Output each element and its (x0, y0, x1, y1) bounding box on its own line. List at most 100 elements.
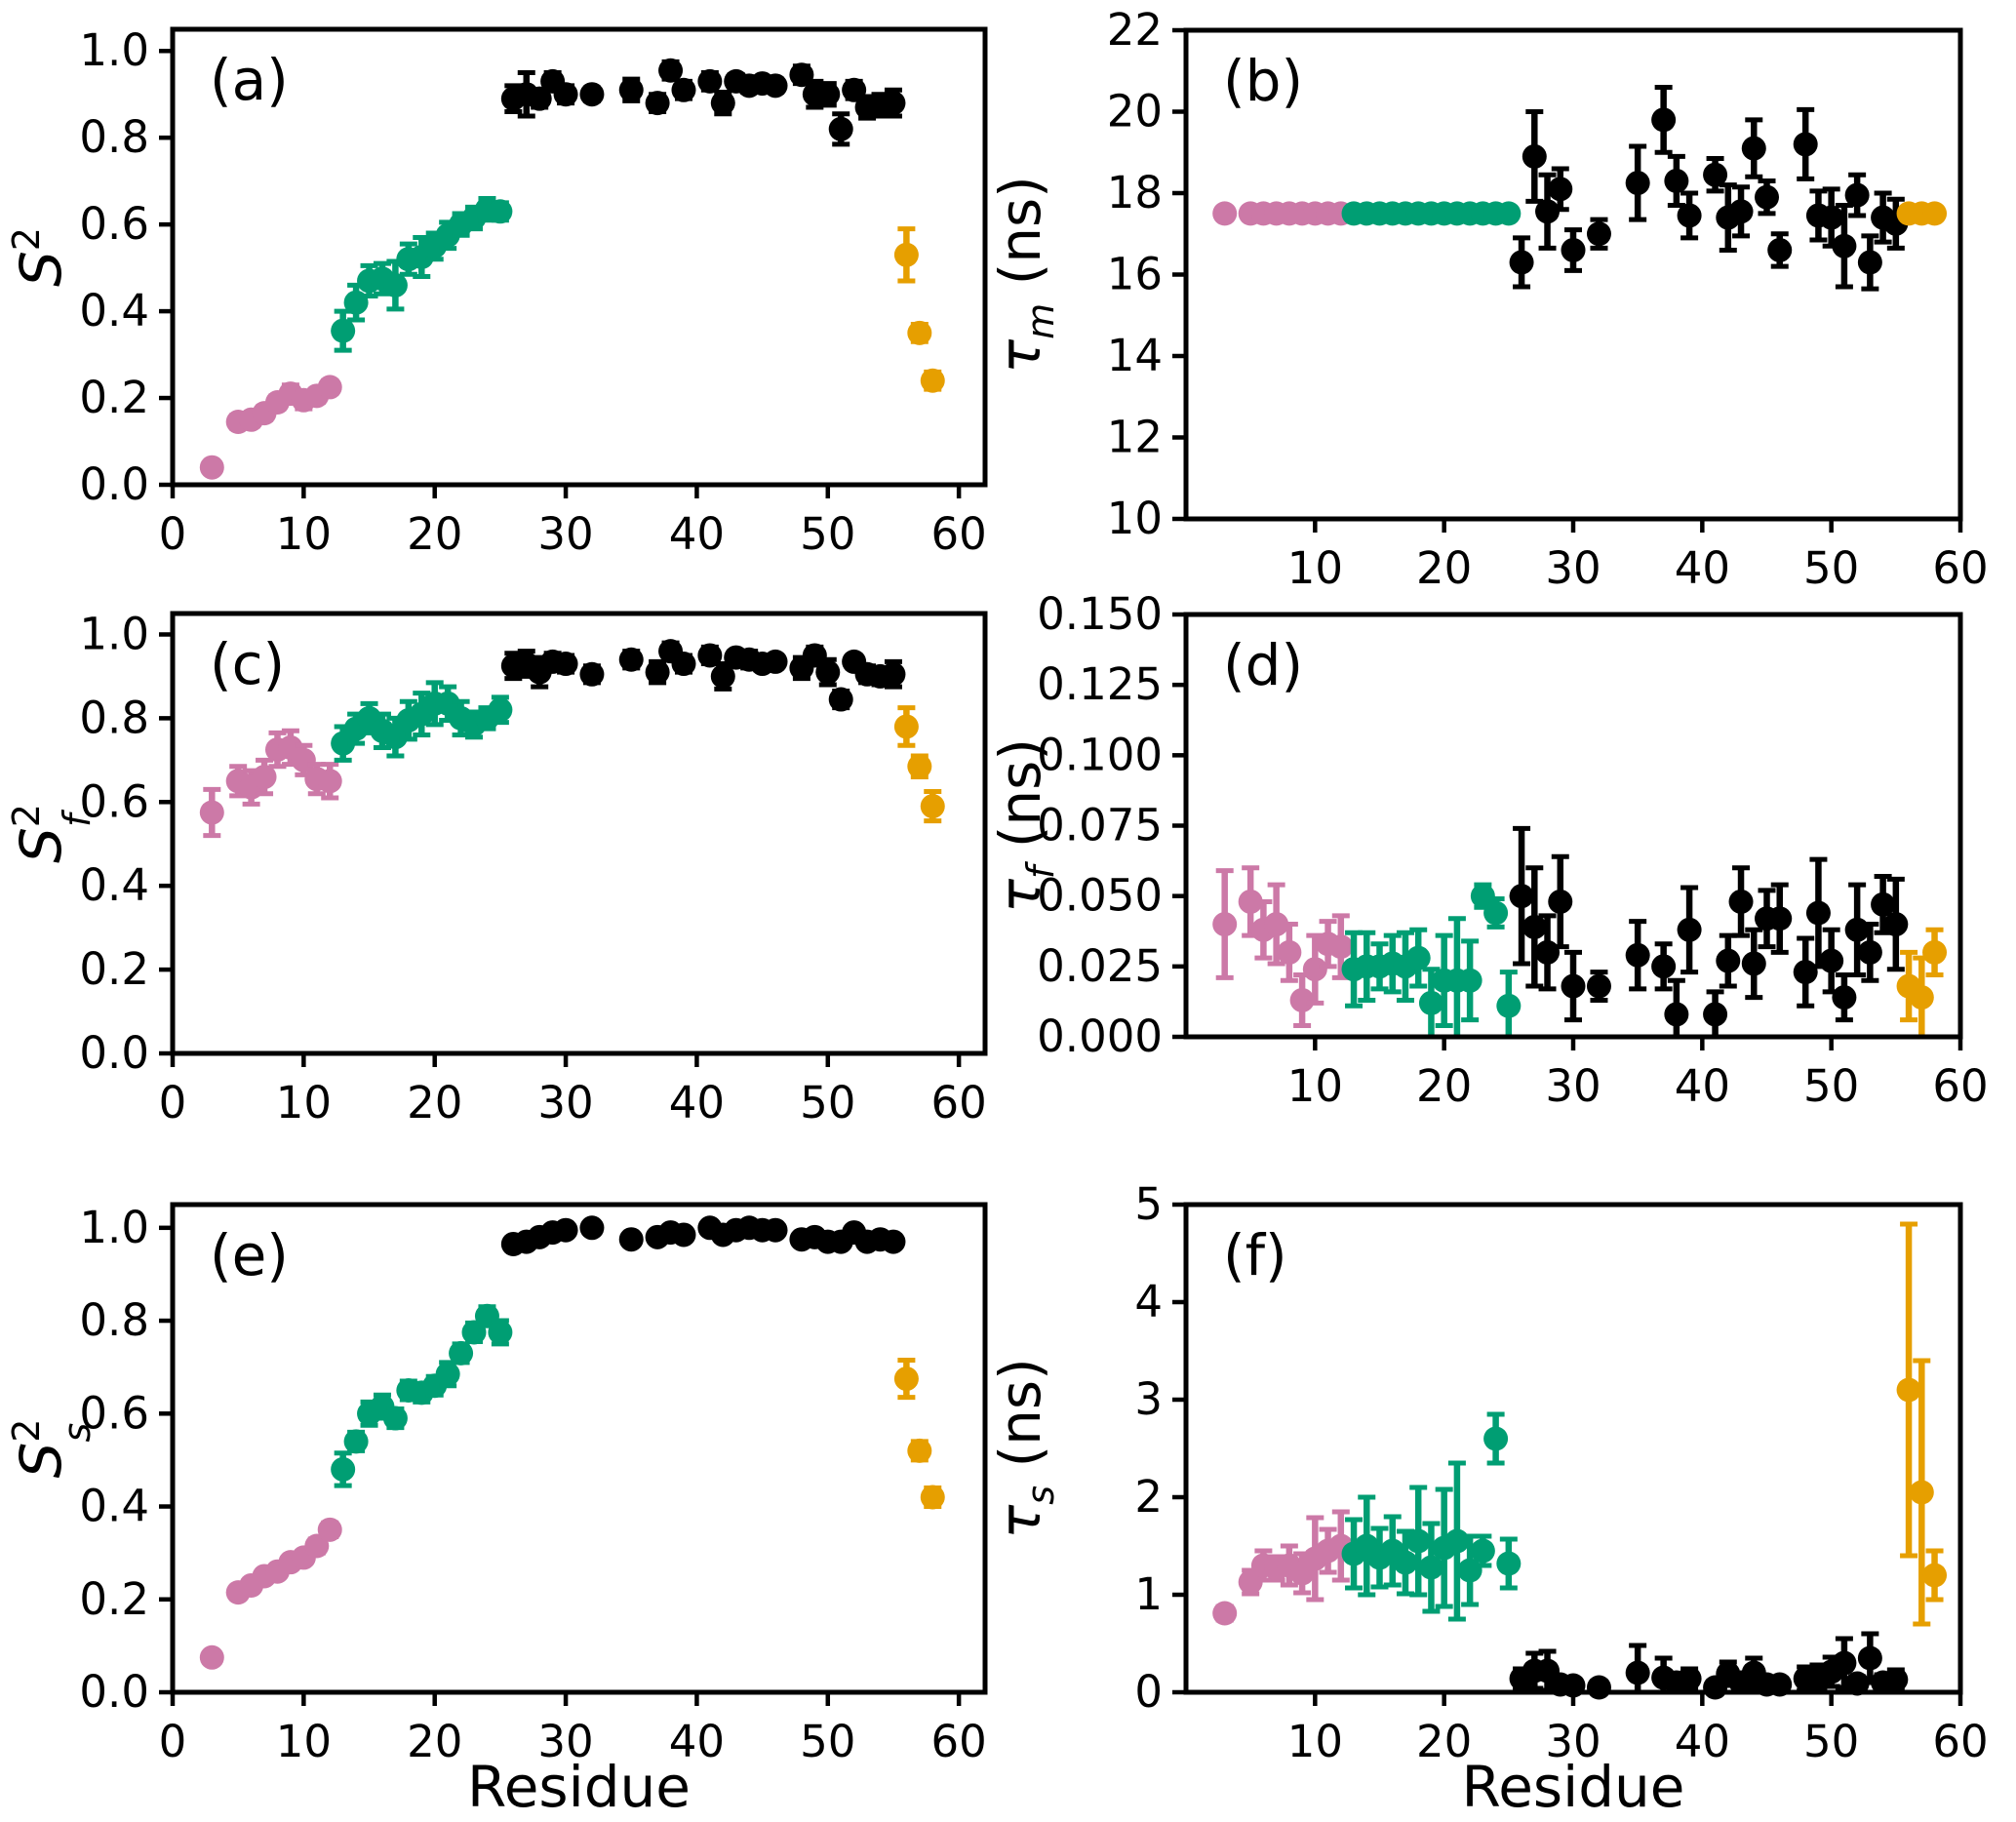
y-tick-label: 18 (1107, 167, 1163, 218)
data-point-residue-56 (893, 242, 919, 267)
data-point-residue-55 (881, 91, 906, 116)
data-point-residue-17 (382, 725, 408, 750)
x-tick-label: 60 (930, 1077, 986, 1129)
y-tick-label: 0.4 (79, 285, 149, 337)
data-point-residue-25 (488, 1320, 513, 1345)
data-point-residue-51 (1832, 1650, 1857, 1676)
y-tick-label: 5 (1134, 1178, 1163, 1230)
data-point-residue-49 (1805, 900, 1831, 926)
y-tick-label: 0.000 (1037, 1010, 1163, 1062)
data-point-residue-8 (1277, 939, 1302, 965)
data-point-residue-28 (527, 86, 552, 111)
y-tick-label: 4 (1134, 1276, 1163, 1327)
data-point-residue-42 (710, 91, 735, 116)
data-point-residue-52 (1844, 182, 1870, 208)
panel-d-spines (1183, 612, 1963, 1040)
data-point-residue-21 (1444, 1528, 1470, 1554)
panel-letter-d: (d) (1223, 632, 1303, 698)
x-tick-label: 50 (800, 508, 855, 560)
data-point-residue-55 (1883, 1667, 1909, 1692)
data-point-residue-37 (1651, 954, 1677, 979)
y-tick-label: 14 (1107, 330, 1163, 381)
data-point-residue-39 (1677, 917, 1702, 942)
data-point-residue-38 (1664, 168, 1689, 193)
panel-a-spines (170, 26, 988, 488)
y-tick-label: 1.0 (79, 608, 149, 659)
data-point-residue-42 (1716, 948, 1741, 973)
y-tick-label: 0.6 (79, 775, 149, 827)
data-point-residue-3 (1212, 201, 1238, 226)
x-tick-label: 10 (1287, 542, 1343, 594)
data-point-residue-58 (1922, 1563, 1948, 1588)
y-tick-label: 3 (1134, 1373, 1163, 1425)
data-point-residue-58 (1922, 939, 1948, 965)
data-point-residue-13 (331, 318, 356, 343)
x-tick-label: 60 (1932, 542, 1988, 594)
y-tick-label: 0.0 (79, 1666, 149, 1718)
data-point-residue-43 (1728, 199, 1754, 224)
panel-b-spines (1183, 27, 1963, 522)
data-point-residue-30 (553, 82, 578, 107)
x-tick-label: 40 (1675, 542, 1730, 594)
data-point-residue-7 (1264, 912, 1289, 937)
y-axis-label-d: τf (ns) (987, 738, 1062, 913)
panel-f-spines (1183, 1202, 1963, 1695)
y-axis-label-a: S2 (5, 227, 74, 287)
y-tick-label: 0.4 (79, 859, 149, 911)
data-point-residue-32 (579, 82, 605, 107)
x-tick-label: 20 (1416, 542, 1472, 594)
data-point-residue-46 (1767, 906, 1793, 931)
x-tick-label: 30 (1545, 542, 1601, 594)
y-tick-label: 0.6 (79, 1387, 149, 1439)
data-point-residue-58 (920, 794, 945, 819)
x-tick-label: 40 (669, 1077, 725, 1129)
data-point-residue-39 (671, 652, 696, 677)
data-point-residue-24 (1483, 1426, 1509, 1451)
data-point-residue-21 (435, 1362, 460, 1387)
panel-letter-c: (c) (210, 631, 285, 697)
y-tick-label: 0.050 (1037, 870, 1163, 922)
data-point-residue-19 (1418, 990, 1443, 1015)
data-point-residue-38 (658, 58, 684, 83)
data-point-residue-58 (920, 1485, 945, 1510)
data-point-residue-44 (1741, 136, 1766, 161)
x-tick-label: 20 (407, 508, 462, 560)
y-tick-label: 0.8 (79, 692, 149, 743)
data-point-residue-58 (1922, 201, 1948, 226)
data-point-residue-53 (1857, 1645, 1882, 1671)
y-tick-label: 0.100 (1037, 729, 1163, 780)
data-point-residue-51 (1832, 985, 1857, 1010)
data-point-residue-12 (1328, 934, 1354, 960)
data-point-residue-46 (763, 1217, 788, 1243)
y-axis-label-b: τm (ns) (987, 176, 1062, 374)
data-point-residue-28 (1535, 939, 1561, 965)
data-point-residue-29 (1548, 889, 1573, 914)
x-tick-label: 40 (1675, 1060, 1730, 1112)
panel-letter-e: (e) (210, 1222, 289, 1288)
panel-letter-b: (b) (1223, 48, 1303, 114)
data-point-residue-22 (449, 1340, 474, 1366)
data-point-residue-53 (1857, 250, 1882, 275)
x-tick-label: 50 (800, 1716, 855, 1767)
y-axis-label-f: τs (ns) (987, 1358, 1062, 1538)
y-tick-label: 0.6 (79, 198, 149, 250)
data-point-residue-25 (488, 199, 513, 224)
y-tick-label: 1.0 (79, 1202, 149, 1253)
x-tick-label: 50 (1803, 542, 1859, 594)
data-point-residue-32 (1586, 973, 1611, 999)
data-point-residue-32 (579, 1215, 605, 1241)
data-point-residue-14 (343, 1429, 369, 1454)
y-axis-label-c: S2 f (5, 804, 99, 863)
data-point-residue-29 (1548, 177, 1573, 202)
data-point-residue-35 (618, 1227, 644, 1252)
data-point-residue-35 (1625, 1660, 1650, 1685)
x-tick-label: 40 (669, 1716, 725, 1767)
data-point-residue-52 (1844, 1671, 1870, 1696)
data-point-residue-17 (382, 1406, 408, 1431)
x-tick-label: 20 (407, 1716, 462, 1767)
data-point-residue-43 (1728, 889, 1754, 914)
data-point-residue-48 (1793, 132, 1818, 157)
data-point-residue-18 (1405, 945, 1431, 970)
